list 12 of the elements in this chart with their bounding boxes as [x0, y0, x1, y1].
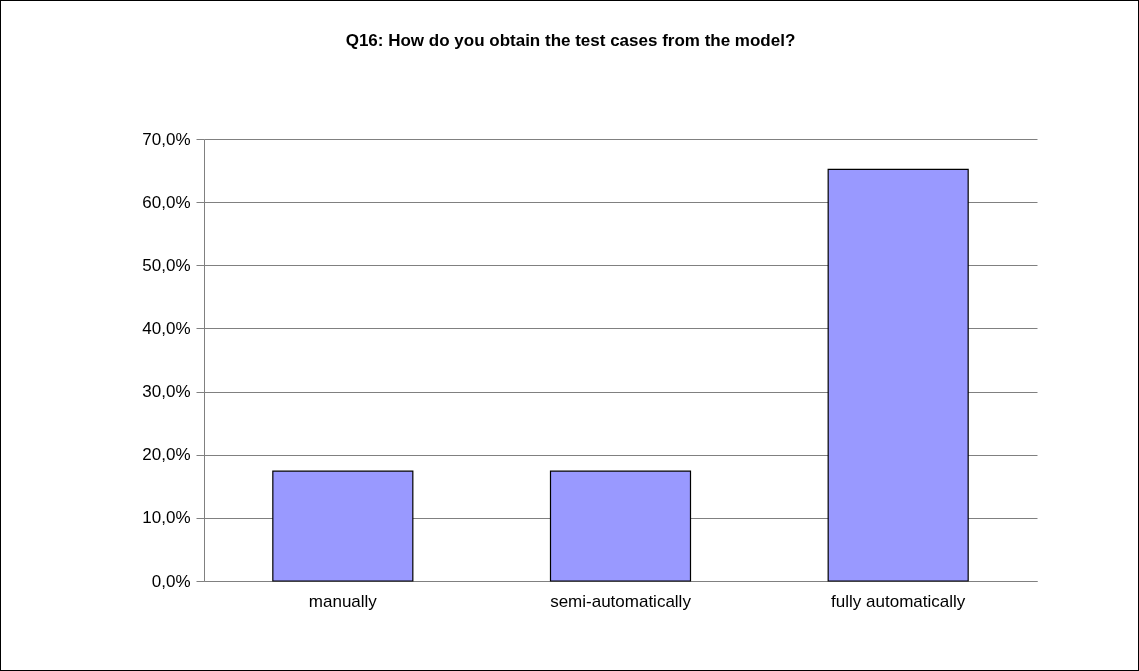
y-tick-label: 40,0%: [142, 318, 191, 338]
y-tick-label: 20,0%: [142, 445, 191, 465]
y-tick-label: 10,0%: [142, 508, 191, 528]
x-tick-label: manually: [308, 591, 378, 611]
y-tick-label: 0,0%: [151, 571, 191, 591]
y-tick-label: 60,0%: [142, 192, 191, 212]
y-tick-label: 70,0%: [142, 129, 191, 149]
y-tick-label: 50,0%: [142, 255, 191, 275]
x-tick-label: semi-automatically: [550, 591, 692, 611]
chart-title: Q16: How do you obtain the test cases from the model?: [345, 31, 796, 50]
y-tick-label: 30,0%: [142, 382, 191, 402]
x-tick-label: fully automatically: [831, 591, 966, 611]
